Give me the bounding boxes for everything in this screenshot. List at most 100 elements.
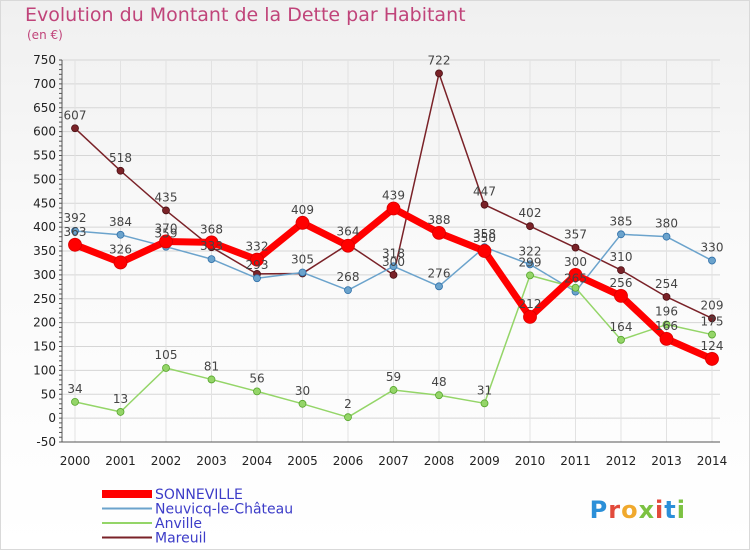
data-label: 59	[386, 370, 401, 384]
data-point	[207, 255, 216, 264]
data-label: 364	[337, 224, 360, 238]
chart-subtitle: (en €)	[27, 28, 63, 42]
data-point	[435, 391, 443, 400]
data-point	[526, 271, 534, 280]
data-label: 447	[473, 185, 496, 199]
y-tick-label: 200	[33, 316, 56, 330]
data-label: 310	[610, 250, 633, 264]
data-label: 166	[655, 319, 678, 333]
data-point	[662, 292, 671, 301]
data-label: 34	[67, 382, 82, 396]
data-point	[662, 320, 671, 329]
data-label: 276	[428, 266, 451, 280]
x-tick-label: 2013	[651, 454, 682, 468]
legend-label: SONNEVILLE	[155, 487, 243, 503]
data-point	[116, 230, 125, 239]
data-label: 265	[564, 272, 587, 286]
y-tick-label: 700	[33, 77, 56, 91]
data-point	[708, 330, 716, 339]
x-tick-label: 2008	[424, 454, 455, 468]
legend-label: Mareuil	[155, 531, 206, 547]
y-tick-label: 250	[33, 292, 56, 306]
data-label: 333	[200, 239, 223, 253]
data-point	[116, 166, 125, 175]
y-tick-label: 0	[48, 411, 56, 425]
data-point	[344, 286, 352, 295]
data-label: 368	[200, 222, 223, 236]
data-label: 326	[109, 242, 132, 256]
data-point	[477, 244, 492, 258]
data-point	[204, 235, 219, 250]
data-label: 435	[155, 190, 178, 204]
x-tick-label: 2002	[151, 454, 182, 468]
data-label: 56	[249, 371, 264, 385]
data-point	[71, 227, 79, 235]
proxiti-logo: Proxiti	[589, 496, 686, 524]
data-label: 212	[519, 297, 542, 311]
data-point	[295, 215, 310, 230]
x-tick-label: 2003	[196, 454, 227, 468]
y-tick-label: 550	[33, 149, 56, 163]
data-label: 48	[431, 375, 446, 389]
y-tick-label: 300	[33, 268, 56, 282]
data-label: 300	[382, 255, 405, 269]
data-label: 439	[382, 189, 405, 203]
data-label: 124	[701, 339, 724, 353]
x-tick-label: 2001	[105, 454, 136, 468]
data-label: 330	[701, 241, 724, 255]
data-point	[253, 274, 261, 283]
y-tick-label: 450	[33, 196, 56, 210]
data-point	[705, 352, 719, 366]
y-tick-label: 600	[33, 125, 56, 139]
data-label: 105	[155, 348, 178, 362]
data-label: 2	[344, 397, 352, 411]
data-point	[659, 331, 674, 346]
data-label: 81	[204, 359, 219, 373]
x-tick-label: 2010	[515, 454, 546, 468]
data-point	[389, 262, 398, 271]
x-tick-label: 2007	[378, 454, 409, 468]
y-tick-label: 150	[33, 340, 56, 354]
x-tick-label: 2004	[242, 454, 273, 468]
data-point	[708, 256, 716, 265]
data-label: 722	[428, 53, 451, 67]
data-point	[708, 314, 716, 323]
x-tick-label: 2009	[469, 454, 500, 468]
data-point	[617, 230, 625, 239]
data-point	[568, 267, 583, 282]
data-point	[253, 387, 261, 396]
data-label: 357	[564, 228, 587, 242]
data-label: 209	[701, 298, 724, 312]
y-tick-label: 750	[33, 53, 56, 67]
data-point	[162, 206, 170, 215]
data-point	[116, 408, 125, 416]
data-label: 31	[477, 383, 492, 397]
legend-label: Anville	[155, 516, 202, 532]
data-label: 388	[428, 213, 451, 227]
data-point	[480, 200, 489, 209]
data-label: 268	[337, 270, 360, 284]
data-point	[71, 124, 79, 133]
data-point	[571, 283, 580, 292]
data-point	[432, 225, 446, 240]
data-point	[207, 375, 216, 384]
data-point	[71, 397, 79, 406]
data-point	[298, 399, 307, 408]
data-point	[389, 386, 398, 394]
x-tick-label: 2005	[287, 454, 318, 468]
data-point	[617, 335, 625, 344]
data-label: 363	[64, 225, 87, 239]
data-point	[480, 399, 489, 408]
data-label: 30	[295, 384, 310, 398]
data-point	[68, 237, 82, 252]
data-point	[386, 201, 401, 216]
data-point	[435, 282, 443, 291]
data-label: 305	[291, 252, 314, 266]
data-point	[389, 270, 398, 279]
data-label: 254	[655, 277, 678, 291]
data-point	[526, 222, 534, 231]
data-point	[298, 268, 307, 277]
data-point	[526, 260, 534, 269]
x-tick-label: 2006	[333, 454, 364, 468]
